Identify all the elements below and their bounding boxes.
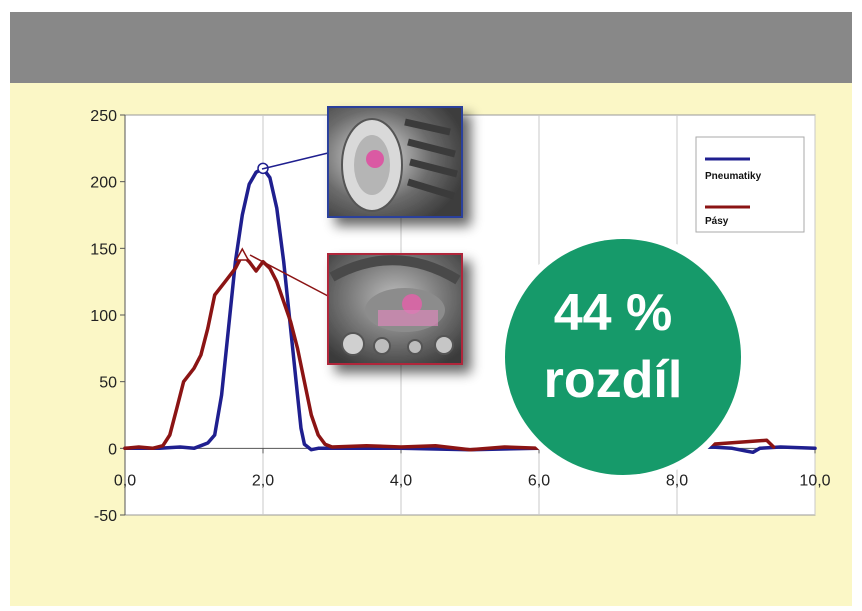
y-tick-label: 200 — [90, 175, 117, 192]
x-tick-label: 8,0 — [666, 472, 688, 489]
callout-circle-fill — [505, 239, 741, 475]
y-tick-label: 50 — [99, 375, 117, 392]
y-tick-label: 0 — [108, 441, 117, 458]
y-tick-label: 100 — [90, 308, 117, 325]
annotation-marker — [235, 247, 250, 261]
track-photo-inset — [327, 253, 463, 365]
x-tick-label: 2,0 — [252, 472, 274, 489]
difference-callout: 44 % rozdíl — [498, 232, 748, 482]
tyre-photo-inset — [327, 106, 463, 218]
slide-background: 0,0 2,0 4,0 6,0 8,0 10,0 250 200 150 100 50 0 -50 Pn… — [10, 12, 852, 606]
legend: Pneumatiky Pásy — [695, 136, 805, 233]
y-tick-label: 250 — [90, 108, 117, 125]
x-tick-label: 6,0 — [528, 472, 550, 489]
chart: 0,0 2,0 4,0 6,0 8,0 10,0 250 200 150 100 50 0 -50 Pn… — [90, 106, 831, 525]
x-tick-label: 10,0 — [799, 472, 830, 489]
x-tick-label: 4,0 — [390, 472, 412, 489]
legend-label-pneumatiky: Pneumatiky — [705, 171, 762, 182]
legend-label-pasy: Pásy — [705, 216, 729, 227]
callout-percent: 44 % — [554, 284, 673, 342]
y-tick-label: -50 — [94, 508, 117, 525]
series-line-0 — [123, 166, 817, 455]
callout-connector-pasy — [249, 254, 329, 297]
callout-label: rozdíl — [544, 351, 683, 409]
header-bar — [10, 12, 852, 83]
tick-labels: 0,0 2,0 4,0 6,0 8,0 10,0 250 200 150 100 50 0 -50 — [90, 108, 830, 525]
legend-box — [695, 136, 805, 233]
x-tick-label: 0,0 — [114, 472, 136, 489]
callout-connector-pneumatiky — [261, 152, 329, 170]
y-tick-label: 150 — [90, 241, 117, 258]
